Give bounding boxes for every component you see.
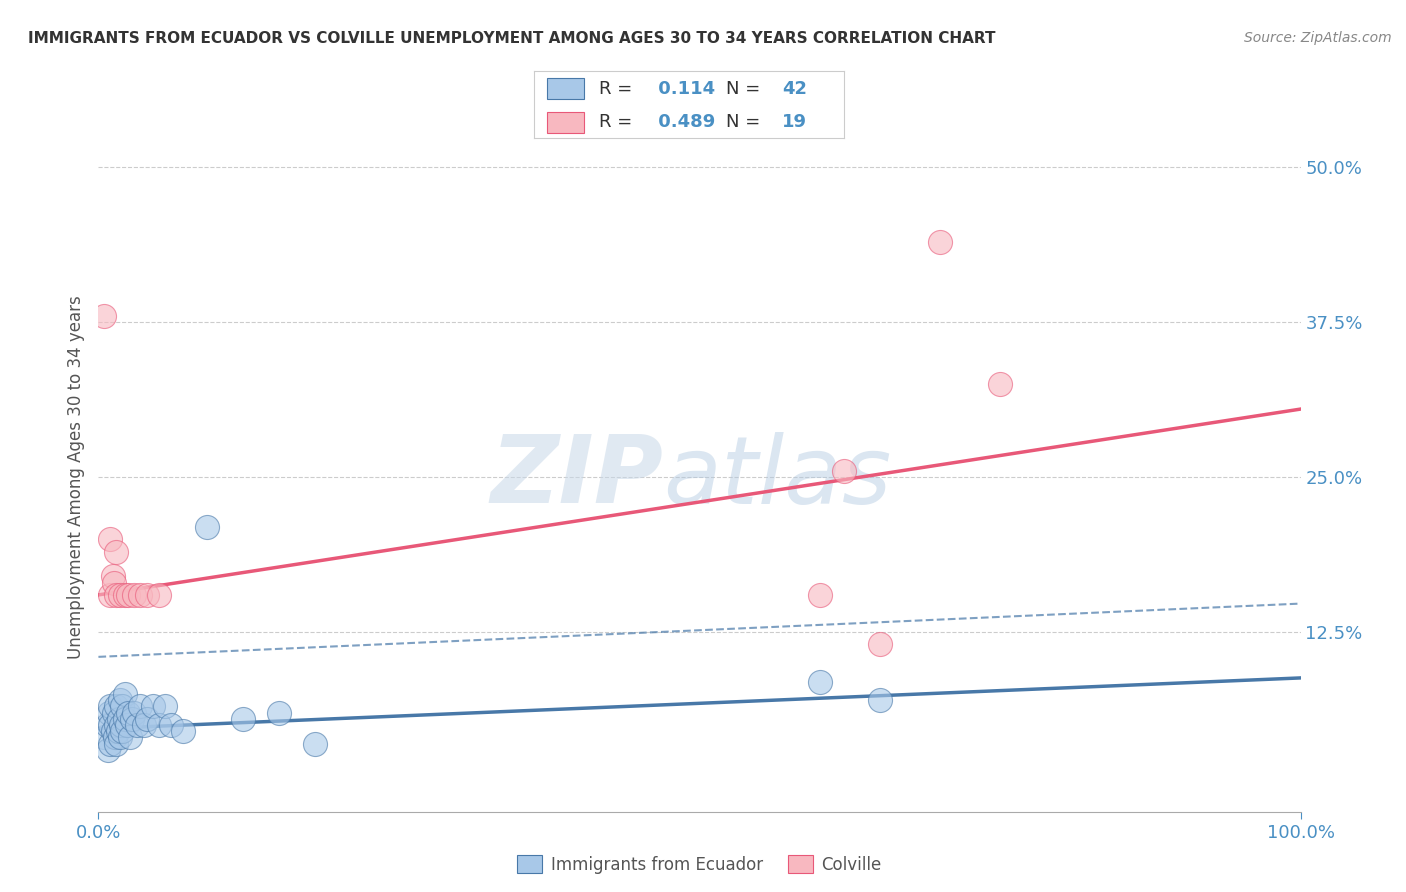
- Point: [869, 637, 891, 651]
- Point: [100, 699, 122, 714]
- Point: [808, 588, 831, 602]
- Point: [121, 712, 143, 726]
- Text: IMMIGRANTS FROM ECUADOR VS COLVILLE UNEMPLOYMENT AMONG AGES 30 TO 34 YEARS CORRE: IMMIGRANTS FROM ECUADOR VS COLVILLE UNEM…: [28, 31, 995, 46]
- Point: [108, 588, 131, 602]
- Point: [304, 737, 326, 751]
- Point: [988, 377, 1011, 392]
- Point: [96, 718, 118, 732]
- Point: [93, 731, 115, 745]
- FancyBboxPatch shape: [547, 112, 583, 133]
- Point: [928, 235, 950, 249]
- Point: [132, 718, 155, 732]
- Point: [135, 588, 157, 602]
- Point: [114, 588, 136, 602]
- Point: [195, 520, 218, 534]
- Text: 19: 19: [782, 113, 807, 131]
- Point: [110, 718, 132, 732]
- Point: [129, 588, 152, 602]
- Text: R =: R =: [599, 79, 638, 98]
- Point: [108, 693, 131, 707]
- Point: [124, 706, 146, 720]
- Point: [101, 569, 124, 583]
- Text: Source: ZipAtlas.com: Source: ZipAtlas.com: [1244, 31, 1392, 45]
- Text: N =: N =: [725, 79, 766, 98]
- Point: [148, 718, 170, 732]
- Point: [101, 724, 124, 739]
- Point: [100, 532, 122, 546]
- Text: R =: R =: [599, 113, 638, 131]
- Point: [104, 731, 127, 745]
- Point: [111, 699, 134, 714]
- Point: [267, 706, 290, 720]
- Point: [107, 724, 129, 739]
- Point: [125, 718, 148, 732]
- Point: [124, 588, 146, 602]
- Point: [832, 464, 855, 478]
- Legend: Immigrants from Ecuador, Colville: Immigrants from Ecuador, Colville: [510, 849, 889, 880]
- Point: [148, 588, 170, 602]
- Point: [114, 712, 136, 726]
- Point: [869, 693, 891, 707]
- Point: [93, 309, 115, 323]
- Point: [232, 712, 254, 726]
- Point: [117, 706, 139, 720]
- Point: [159, 718, 181, 732]
- Point: [100, 737, 122, 751]
- Point: [103, 575, 125, 590]
- Point: [105, 718, 128, 732]
- Text: 0.489: 0.489: [652, 113, 716, 131]
- Point: [103, 706, 125, 720]
- Point: [98, 706, 121, 720]
- Text: 0.114: 0.114: [652, 79, 714, 98]
- Point: [141, 699, 163, 714]
- Text: N =: N =: [725, 113, 766, 131]
- Point: [108, 712, 131, 726]
- Text: 42: 42: [782, 79, 807, 98]
- Point: [135, 712, 157, 726]
- Point: [97, 743, 120, 757]
- Point: [105, 588, 128, 602]
- Text: ZIP: ZIP: [491, 431, 664, 524]
- Point: [105, 699, 128, 714]
- Point: [117, 588, 139, 602]
- Point: [100, 588, 122, 602]
- Point: [108, 731, 131, 745]
- Point: [105, 737, 128, 751]
- FancyBboxPatch shape: [547, 78, 583, 99]
- Point: [105, 544, 128, 558]
- Text: atlas: atlas: [664, 432, 891, 523]
- Point: [153, 699, 176, 714]
- Point: [111, 724, 134, 739]
- Y-axis label: Unemployment Among Ages 30 to 34 years: Unemployment Among Ages 30 to 34 years: [66, 295, 84, 659]
- Point: [808, 674, 831, 689]
- Point: [117, 718, 139, 732]
- Point: [172, 724, 194, 739]
- Point: [114, 687, 136, 701]
- Point: [129, 699, 152, 714]
- Point: [118, 731, 141, 745]
- Point: [100, 718, 122, 732]
